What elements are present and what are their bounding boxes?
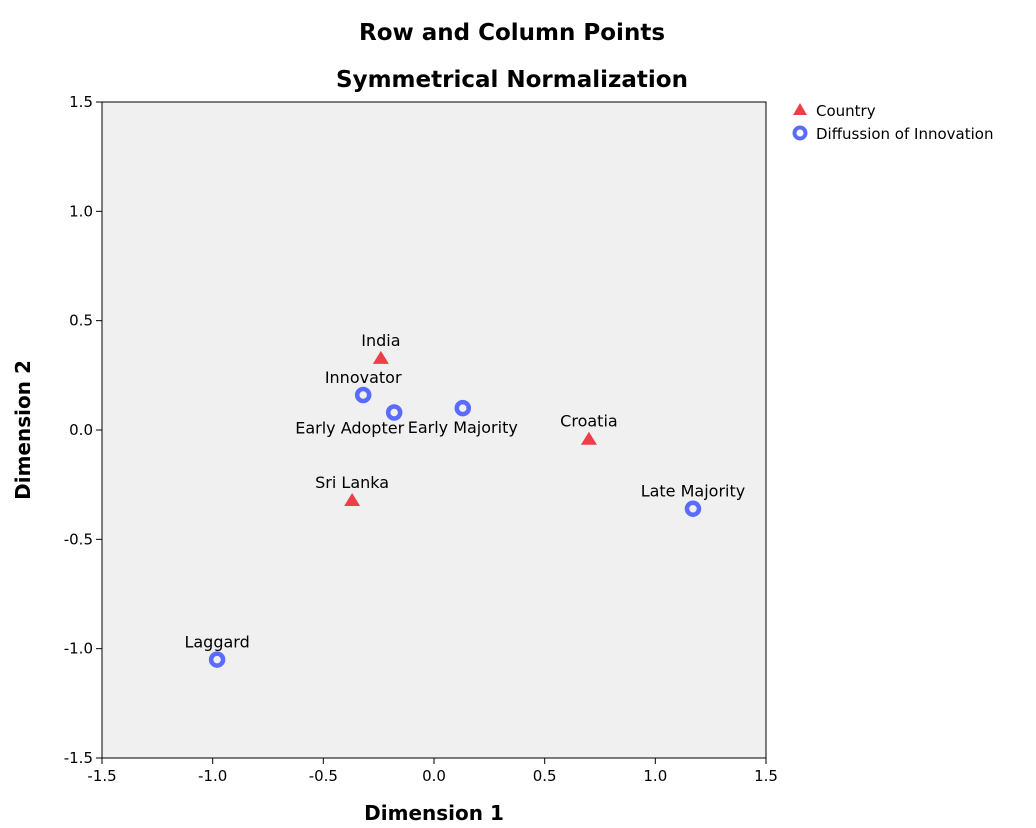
- point-label: Early Majority: [408, 418, 518, 437]
- x-tick-label: 1.5: [754, 767, 778, 785]
- diffusion-point-marker: [454, 399, 472, 417]
- legend-ring-icon: [792, 125, 808, 141]
- y-axis-title: Dimension 2: [11, 360, 35, 500]
- diffusion-point-marker: [208, 651, 226, 668]
- y-axis: -1.5 -1.0 -0.5 0.0 0.5 1.0 1.5: [64, 93, 102, 767]
- point-label: Innovator: [325, 368, 402, 387]
- country-point-marker: [344, 492, 361, 506]
- y-tick-label: 1.0: [69, 202, 93, 220]
- diffusion-point-marker: [354, 386, 372, 404]
- country-point-marker: [580, 431, 597, 445]
- plot-area: [101, 101, 767, 759]
- x-tick-label: 0.5: [533, 767, 557, 785]
- point-label: Croatia: [560, 412, 618, 431]
- point-label: India: [361, 331, 400, 350]
- x-axis: -1.5 -1.0 -0.5 0.0 0.5 1.0 1.5: [87, 758, 778, 785]
- x-tick-label: -1.0: [198, 767, 227, 785]
- country-point-marker: [372, 350, 389, 364]
- diffusion-point-marker: [385, 404, 403, 421]
- point-label: Sri Lanka: [315, 473, 389, 492]
- data-points: India Sri Lanka Croatia Innovator Early Adop…: [184, 331, 746, 668]
- legend-label-diffusion: Diffussion of Innovation: [816, 125, 993, 143]
- legend-triangle-icon: [793, 103, 807, 115]
- y-tick-label: -1.0: [64, 640, 93, 658]
- point-label: Early Adopter: [295, 419, 404, 438]
- y-tick-label: -1.5: [64, 749, 93, 767]
- y-tick-label: -0.5: [64, 530, 93, 548]
- diffusion-point-marker: [684, 500, 702, 517]
- chart-title: Row and Column Points: [359, 20, 665, 46]
- point-label: Laggard: [184, 633, 249, 652]
- x-tick-label: 0.0: [422, 767, 446, 785]
- x-tick-label: -0.5: [309, 767, 338, 785]
- x-axis-title: Dimension 1: [364, 801, 504, 825]
- legend: Country Diffussion of Innovation: [792, 102, 993, 143]
- y-tick-label: 1.5: [69, 93, 93, 111]
- y-tick-label: 0.0: [69, 421, 93, 439]
- point-label: Late Majority: [641, 482, 746, 501]
- chart-subtitle: Symmetrical Normalization: [336, 67, 688, 93]
- x-tick-label: -1.5: [87, 767, 116, 785]
- legend-label-country: Country: [816, 102, 876, 120]
- y-tick-label: 0.5: [69, 312, 93, 330]
- x-tick-label: 1.0: [643, 767, 667, 785]
